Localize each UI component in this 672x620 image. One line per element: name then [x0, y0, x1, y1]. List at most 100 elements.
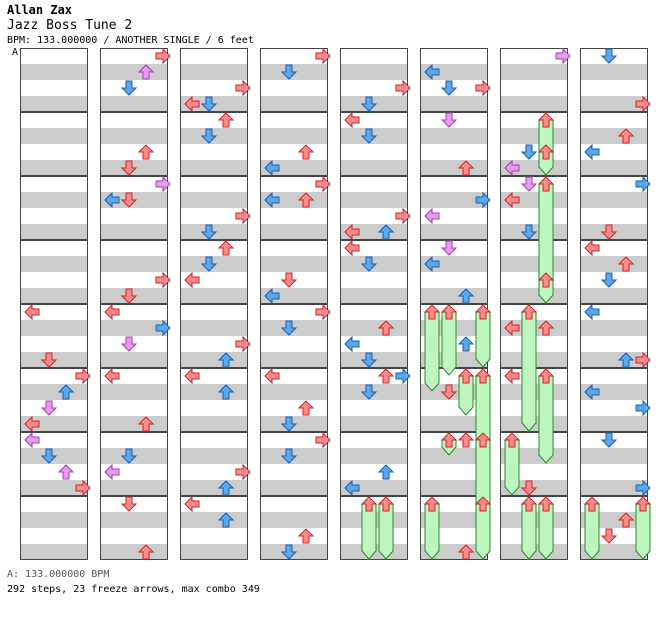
step-arrow-down: [280, 544, 298, 560]
step-arrow-down: [360, 256, 378, 272]
beat-stripe: [180, 544, 248, 560]
step-arrow-right: [155, 175, 171, 193]
measure-box: [420, 176, 488, 240]
beat-stripe: [100, 96, 168, 112]
step-arrow-down: [120, 192, 138, 208]
step-arrow-down: [520, 176, 538, 192]
step-arrow-up: [457, 544, 475, 560]
measure-box: [100, 240, 168, 304]
freeze-arrow: [583, 496, 601, 560]
step-arrow-up: [57, 464, 75, 480]
step-arrow-right: [635, 479, 651, 497]
beat-stripe: [260, 288, 328, 304]
step-arrow-down: [120, 80, 138, 96]
freeze-arrow: [440, 304, 458, 376]
step-arrow-down: [200, 96, 218, 112]
freeze-arrow: [520, 496, 538, 560]
step-arrow-down: [280, 64, 298, 80]
freeze-arrow: [440, 432, 458, 456]
measure-box: [260, 48, 328, 112]
step-arrow-up: [297, 192, 315, 208]
step-arrow-right: [635, 351, 651, 369]
step-arrow-left: [344, 111, 360, 129]
measure-box: [340, 112, 408, 176]
measure-box: [20, 496, 88, 560]
step-arrow-left: [104, 367, 120, 385]
beat-stripe: [20, 256, 88, 272]
beat-stripe: [580, 480, 648, 496]
step-arrow-left: [344, 239, 360, 257]
beat-stripe: [20, 96, 88, 112]
freeze-arrow: [474, 304, 492, 368]
measure-box: [500, 112, 568, 176]
beat-stripe: [100, 64, 168, 80]
step-arrow-left: [264, 159, 280, 177]
beat-stripe: [340, 480, 408, 496]
step-arrow-down: [440, 80, 458, 96]
measure-box: [180, 368, 248, 432]
step-arrow-up: [377, 224, 395, 240]
step-arrow-up: [617, 352, 635, 368]
step-arrow-right: [235, 207, 251, 225]
measure-box: [580, 304, 648, 368]
step-arrow-down: [600, 224, 618, 240]
step-arrow-down: [360, 352, 378, 368]
chart-column: [580, 48, 648, 560]
chart-columns: [20, 48, 648, 560]
step-arrow-down: [200, 256, 218, 272]
measure-box: [340, 496, 408, 560]
step-arrow-up: [457, 336, 475, 352]
step-arrow-right: [315, 431, 331, 449]
beat-stripe: [420, 256, 488, 272]
step-arrow-up: [377, 368, 395, 384]
beat-stripe: [580, 384, 648, 400]
beat-stripe: [580, 288, 648, 304]
chart-column: [340, 48, 408, 560]
artist-name: Allan Zax: [7, 3, 73, 17]
step-arrow-left: [584, 143, 600, 161]
step-arrow-down: [280, 272, 298, 288]
beat-stripe: [420, 224, 488, 240]
step-arrow-up: [377, 320, 395, 336]
step-arrow-right: [395, 207, 411, 225]
measure-box: [260, 368, 328, 432]
freeze-arrow: [457, 368, 475, 416]
beat-stripe: [420, 64, 488, 80]
step-arrow-left: [504, 367, 520, 385]
step-arrow-right: [155, 47, 171, 65]
step-arrow-down: [280, 416, 298, 432]
beat-stripe: [340, 64, 408, 80]
step-arrow-up: [457, 160, 475, 176]
freeze-arrow: [377, 496, 395, 560]
step-arrow-up: [297, 144, 315, 160]
measure-box: [20, 48, 88, 112]
step-arrow-up: [137, 144, 155, 160]
beat-stripe: [100, 384, 168, 400]
step-arrow-left: [104, 463, 120, 481]
step-arrow-down: [120, 336, 138, 352]
beat-stripe: [260, 384, 328, 400]
step-arrow-left: [24, 303, 40, 321]
bpm-marker: A: [12, 47, 19, 58]
beat-stripe: [340, 320, 408, 336]
step-arrow-up: [217, 240, 235, 256]
step-arrow-up: [217, 352, 235, 368]
step-arrow-up: [617, 512, 635, 528]
beat-stripe: [500, 64, 568, 80]
measure-box: [500, 176, 568, 240]
beat-stripe: [180, 192, 248, 208]
step-arrow-up: [457, 432, 475, 448]
freeze-arrow: [520, 304, 538, 432]
beat-stripe: [580, 96, 648, 112]
step-arrow-down: [360, 128, 378, 144]
measure-box: [340, 48, 408, 112]
freeze-arrow: [423, 496, 441, 560]
measure-box: [260, 432, 328, 496]
beat-stripe: [20, 416, 88, 432]
step-arrow-left: [344, 223, 360, 241]
step-arrow-right: [75, 479, 91, 497]
step-arrows: [24, 47, 651, 560]
step-arrow-left: [424, 255, 440, 273]
step-arrow-left: [504, 159, 520, 177]
step-arrow-left: [184, 271, 200, 289]
